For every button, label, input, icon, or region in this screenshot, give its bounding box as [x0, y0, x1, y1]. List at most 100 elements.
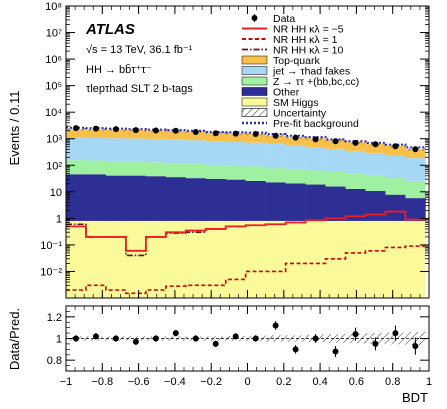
ratio-point	[72, 335, 79, 342]
bar-ztt	[145, 162, 167, 177]
data-point	[112, 126, 119, 133]
ratio-x-axis: −1 −0.8 −0.6 −0.4 −0.2 0 0.2 0.4 0.6 0.8 1	[60, 306, 432, 388]
bar-other	[405, 198, 426, 221]
y-tick-label: 10	[50, 187, 62, 199]
bar-ztt	[185, 163, 207, 179]
legend-label-top: Top-quark	[273, 55, 320, 67]
bar-smh	[145, 220, 167, 298]
y-tick-label: 10⁴	[45, 107, 62, 119]
ratio-point	[92, 333, 99, 340]
bar-other	[385, 194, 406, 221]
bar-smh	[85, 220, 107, 298]
bar-smh	[105, 220, 127, 298]
bar-top	[225, 133, 246, 143]
bar-ztt	[405, 180, 426, 199]
ratio-points	[72, 321, 419, 357]
bar-other	[225, 179, 246, 221]
bar-top	[66, 129, 87, 138]
ratio-point	[112, 335, 119, 342]
ratio-band-bin	[165, 336, 186, 341]
legend-swatch-ztt	[241, 76, 268, 86]
bar-ztt	[165, 163, 187, 178]
bar-ztt	[225, 165, 246, 180]
bar-top	[305, 138, 326, 148]
ratio-point	[332, 348, 339, 355]
data-point	[272, 132, 279, 139]
bar-smh	[265, 220, 286, 298]
signal-kl1-line	[66, 245, 426, 295]
bar-smh	[325, 220, 346, 298]
bar-other	[105, 175, 127, 221]
y-tick-label: 10⁻¹	[40, 240, 62, 252]
ratio-point	[272, 322, 279, 329]
data-point	[312, 136, 319, 143]
bar-fake	[365, 153, 386, 176]
ratio-point	[232, 333, 239, 340]
bar-other	[66, 174, 87, 221]
y-tick-label: 10⁸	[45, 1, 62, 13]
bar-ztt	[66, 160, 87, 175]
x-tick-label: 0.2	[276, 376, 291, 388]
bar-fake	[85, 137, 107, 161]
bar-ztt	[265, 168, 286, 183]
x-tick-label: −0.6	[128, 376, 150, 388]
legend-swatch-fake	[241, 66, 268, 75]
bar-ztt	[245, 166, 266, 181]
signal-klm5-line	[66, 210, 426, 252]
ratio-point	[292, 346, 299, 353]
legend-label-data: Data	[273, 13, 295, 25]
bar-fake	[285, 145, 306, 170]
y-tick-label: 10⁷	[46, 28, 62, 40]
bar-other	[185, 178, 207, 221]
main-y-title: Events / 0.11	[7, 91, 22, 166]
legend-swatch-other	[241, 87, 268, 96]
bar-fake	[325, 148, 346, 172]
bar-smh	[125, 220, 147, 298]
bar-top	[185, 131, 207, 141]
data-point	[132, 127, 139, 134]
data-point	[192, 128, 199, 135]
bar-smh	[385, 220, 406, 298]
bar-smh	[66, 220, 87, 298]
bar-top	[325, 139, 346, 149]
bar-other	[85, 174, 107, 221]
x-tick-label: 0.6	[349, 376, 364, 388]
bar-fake	[185, 140, 207, 164]
ratio-point	[392, 330, 399, 337]
bar-other	[145, 176, 167, 221]
legend-label-ztt: Z → ττ +(bb,bc,cc)	[273, 76, 359, 88]
bar-other	[205, 178, 227, 221]
legend-swatch-top	[241, 55, 268, 65]
ratio-band-bin	[205, 336, 226, 341]
bar-fake	[205, 141, 227, 165]
legend-label-sig_m5: NR HH κλ = −5	[273, 24, 344, 36]
data-point	[212, 130, 219, 137]
bar-top	[345, 142, 366, 151]
bar-top	[85, 129, 107, 138]
bar-top	[265, 135, 286, 144]
y-tick-label: 10⁶	[45, 54, 62, 66]
x-tick-label: −0.4	[164, 376, 186, 388]
ratio-band-bin	[285, 335, 306, 342]
bar-other	[365, 190, 386, 221]
data-point	[292, 134, 299, 141]
bar-fake	[225, 142, 246, 166]
bar-other	[305, 184, 326, 221]
bar-smh	[165, 220, 187, 298]
bar-ztt	[105, 161, 127, 176]
ratio-point	[352, 331, 359, 338]
bar-fake	[245, 142, 266, 167]
bar-fake	[265, 143, 286, 169]
data-point	[412, 146, 419, 153]
data-point	[332, 138, 339, 145]
bar-top	[125, 130, 147, 139]
bar-other	[345, 188, 366, 221]
y-tick-label: 1	[56, 213, 62, 225]
bar-fake	[385, 155, 406, 179]
ratio-y-tick-label: 1.2	[47, 312, 62, 324]
bar-fake	[66, 137, 87, 161]
data-point	[392, 143, 399, 150]
ratio-point	[372, 340, 379, 347]
